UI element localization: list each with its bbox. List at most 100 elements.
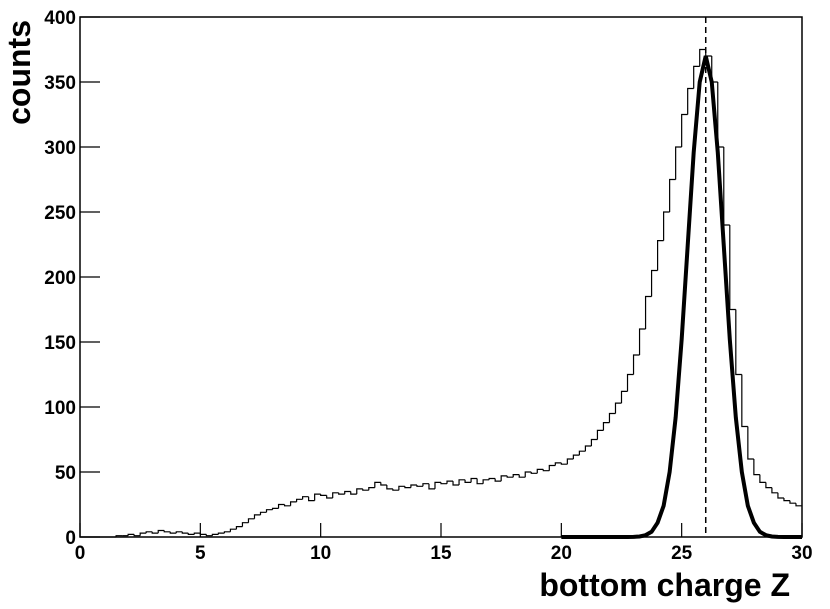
histogram-bin [350,491,357,495]
y-axis-label: counts [1,20,37,125]
histogram-bin [512,474,520,478]
histogram-bin [482,479,490,484]
histogram-bin [404,486,411,489]
histogram-bin [368,487,375,491]
histogram-bin [777,492,784,499]
histogram-bin [416,485,423,487]
histogram-bin [127,533,135,536]
histogram-bin [241,522,249,527]
histogram-bin [332,492,339,498]
histogram-bin [644,295,652,329]
histogram-bin [687,87,694,115]
histogram-bin [277,503,285,509]
histogram-bin [681,113,688,147]
histogram-bin [663,211,670,241]
histogram-bin [470,477,478,483]
y-tick-label: 50 [55,463,76,484]
histogram-bin [602,422,610,431]
histogram-bin [187,533,195,535]
histogram-bin [259,511,267,515]
histogram-bin [344,490,351,495]
y-tick-label: 0 [65,528,76,549]
histogram-bin [765,482,772,489]
histogram-bin [723,147,730,226]
histogram-bin [283,504,291,507]
histogram-bin [578,450,586,456]
histogram-bin [440,482,448,485]
histogram-bin [590,438,598,446]
histogram-bin [506,475,514,478]
histogram-bin [115,535,123,537]
histogram-bin [253,514,261,519]
histogram-bin [181,531,189,534]
histogram-bin [596,429,604,440]
histogram-bin [548,464,556,471]
x-tick-label: 25 [671,543,693,564]
y-tick-label: 200 [44,268,76,289]
histogram-bin [320,494,327,496]
x-axis-label: bottom charge Z [539,567,790,603]
histogram-bin [434,481,441,489]
histogram-bin [747,426,754,460]
histogram-bin [157,529,165,534]
histogram-bin [620,390,628,404]
histogram-bin [247,518,255,523]
histogram-bin [705,49,712,57]
histogram-bin [235,526,243,530]
histogram-bin [566,458,574,465]
histogram-bin [163,530,171,533]
histogram-bin [338,492,345,495]
histogram-bin [729,225,736,311]
histogram-bin [795,503,802,507]
histogram-bin [518,474,526,478]
histogram-bin [476,478,484,485]
plot-frame [79,16,803,538]
x-tick-label: 5 [195,543,206,564]
histogram-bin [572,454,580,459]
y-tick-label: 100 [44,398,76,419]
histogram-bin [446,480,454,484]
histogram-bin [229,528,237,532]
histogram-bin [458,479,466,485]
histogram-bin [199,533,207,535]
histogram-bin [356,488,363,495]
histogram-bin [488,477,496,480]
histogram-bin [650,269,658,297]
histogram-bin [422,483,429,487]
histogram-bin [464,479,472,483]
histogram-bin [614,402,622,414]
histogram-bin [452,481,460,486]
histogram-bin [717,82,724,148]
histogram-bin [500,475,508,482]
y-tick-label: 250 [44,203,76,224]
histogram-bin [289,501,297,506]
histogram-bin [326,495,333,499]
histogram-bin [524,471,532,478]
histogram-bin [741,374,748,428]
histogram-bin [217,532,225,535]
x-tick-label: 10 [310,543,331,564]
histogram-bin [410,484,417,488]
histogram-bin [536,468,544,474]
histogram-bin [608,412,616,423]
histogram-bin [223,531,231,534]
histogram-bin [542,469,550,472]
histogram-bin [657,240,664,271]
histogram-bin [362,488,369,491]
histogram-bin [398,485,405,491]
histogram-bin [584,445,592,452]
histogram-bin [693,65,700,89]
histogram-bin [494,478,502,482]
histogram-bin [386,485,393,490]
histogram-bin [735,309,742,376]
y-tick-label: 350 [44,73,76,94]
fit-curve [561,55,802,539]
histogram-bin [145,531,153,534]
x-tick-label: 30 [791,543,812,564]
histogram-bin [308,496,315,502]
histogram-bin [759,474,766,483]
histogram-bin [271,507,279,510]
histogram-bin [193,532,201,535]
histogram-bin [554,462,562,466]
histogram-bin [296,498,303,502]
